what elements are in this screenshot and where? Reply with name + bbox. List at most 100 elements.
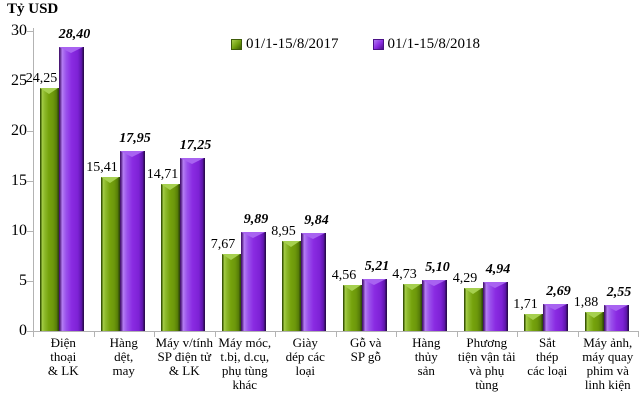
bar-2017-3 [161, 184, 180, 331]
bar-2018-4 [240, 232, 266, 331]
legend-marker-2018-icon [372, 39, 384, 50]
bar-2017-6 [342, 285, 362, 331]
x-axis-line [33, 331, 639, 332]
bar-bevel-cap [301, 233, 325, 239]
bar-2017-9 [524, 314, 543, 331]
legend-marker-2017-icon [231, 39, 242, 50]
value-label-2018-8: 4,94 [485, 262, 511, 277]
value-label-2018-3: 17,25 [179, 138, 212, 153]
y-axis-tick [27, 81, 33, 82]
value-label-2017-2: 15,41 [86, 160, 118, 175]
y-axis-tick [27, 131, 33, 132]
legend-item-2018: 01/1-15/8/2018 [372, 36, 480, 53]
y-axis-tick [27, 31, 33, 32]
category-label-5: Giày dép các loại [285, 335, 325, 378]
y-axis-tick-label: 25 [11, 72, 27, 89]
legend-item-2017: 01/1-15/8/2017 [231, 36, 339, 53]
category-label-9: Sắt thép các loại [527, 335, 568, 378]
bar-2017-4 [221, 254, 241, 331]
bar-bevel-cap [221, 254, 240, 260]
value-label-2018-10: 2,55 [606, 285, 632, 300]
value-label-2018-2: 17,95 [119, 131, 151, 146]
y-axis-tick-label: 20 [11, 122, 27, 139]
y-axis-tick [27, 331, 33, 332]
value-label-2018-6: 5,21 [364, 259, 390, 274]
bar-bevel-cap [40, 88, 58, 94]
category-label-4: Máy móc, t.bị, d.cụ, phụ tùng khác [218, 335, 272, 392]
bar-bevel-cap [361, 279, 386, 285]
bar-2018-8 [482, 282, 508, 331]
value-label-2017-3: 14,71 [146, 167, 179, 182]
value-label-2017-7: 4,73 [392, 267, 417, 282]
value-label-2017-5: 8,95 [271, 224, 296, 239]
value-label-2017-9: 1,71 [513, 297, 538, 312]
bar-2018-3 [180, 158, 205, 331]
x-axis-tick [638, 332, 639, 337]
value-label-2018-1: 28,40 [58, 27, 91, 42]
bar-2018-5 [301, 233, 326, 331]
bar-2018-10 [603, 305, 629, 331]
x-axis-tick [517, 332, 518, 337]
bar-bevel-cap [282, 241, 300, 247]
bar-2018-6 [361, 279, 387, 331]
bar-bevel-cap [161, 184, 179, 190]
legend-label-2017: 01/1-15/8/2017 [246, 36, 339, 52]
category-label-7: Hàng thủy sản [412, 335, 441, 378]
bar-bevel-cap [100, 177, 119, 183]
x-axis-tick [93, 332, 95, 337]
bar-2017-10 [584, 312, 604, 331]
bar-bevel-cap [342, 285, 361, 291]
y-axis-tick [27, 231, 33, 232]
y-axis-line [33, 28, 34, 332]
category-label-10: Máy ảnh, máy quay phim và linh kiện [582, 335, 634, 392]
y-axis-tick [27, 281, 33, 282]
bar-bevel-cap [59, 47, 83, 53]
bar-bevel-cap [543, 304, 567, 310]
legend: 01/1-15/8/2017 01/1-15/8/2018 [231, 36, 480, 53]
value-label-2017-6: 4,56 [331, 268, 357, 283]
bar-bevel-cap [403, 284, 421, 290]
chart-unit-label: Tỷ USD [7, 1, 59, 17]
value-label-2018-7: 5,10 [425, 260, 450, 275]
bar-bevel-cap [584, 312, 603, 318]
x-axis-tick [154, 332, 155, 337]
y-axis-tick-label: 5 [19, 272, 27, 289]
x-axis-tick [456, 332, 458, 337]
value-label-2018-9: 2,69 [546, 284, 571, 299]
y-axis-tick-label: 30 [11, 22, 27, 39]
bar-bevel-cap [240, 232, 265, 238]
y-axis-tick-label: 0 [19, 322, 27, 339]
bar-2017-1 [40, 88, 59, 331]
bar-2018-7 [422, 280, 447, 331]
value-label-2018-4: 9,89 [243, 212, 269, 227]
bar-2017-5 [282, 241, 301, 331]
bar-bevel-cap [422, 280, 446, 286]
y-axis-tick-label: 10 [11, 222, 27, 239]
category-label-8: Phương tiện vận tải và phụ tùng [457, 335, 516, 392]
bar-bevel-cap [119, 151, 144, 157]
x-axis-tick [33, 332, 34, 337]
x-axis-tick [275, 332, 276, 337]
category-label-2: Hàng dệt, may [109, 335, 138, 378]
bar-2017-8 [463, 288, 483, 331]
value-label-2017-1: 24,25 [25, 71, 58, 86]
y-axis-tick-label: 15 [11, 172, 27, 189]
bar-2017-2 [100, 177, 120, 331]
bar-bevel-cap [603, 305, 628, 311]
bar-2017-7 [403, 284, 422, 331]
bar-bevel-cap [463, 288, 482, 294]
bar-bevel-cap [482, 282, 507, 288]
value-label-2018-5: 9,84 [304, 213, 329, 228]
bar-bevel-cap [524, 314, 542, 320]
value-label-2017-8: 4,29 [452, 271, 478, 286]
bar-2018-1 [59, 47, 84, 331]
category-label-1: Điện thoại & LK [47, 335, 79, 378]
y-axis-tick [27, 181, 33, 182]
x-axis-tick [396, 332, 397, 337]
x-axis-tick [214, 332, 216, 337]
value-label-2017-10: 1,88 [573, 295, 599, 310]
value-label-2017-4: 7,67 [210, 237, 236, 252]
bar-2018-9 [543, 304, 568, 331]
bar-bevel-cap [180, 158, 204, 164]
